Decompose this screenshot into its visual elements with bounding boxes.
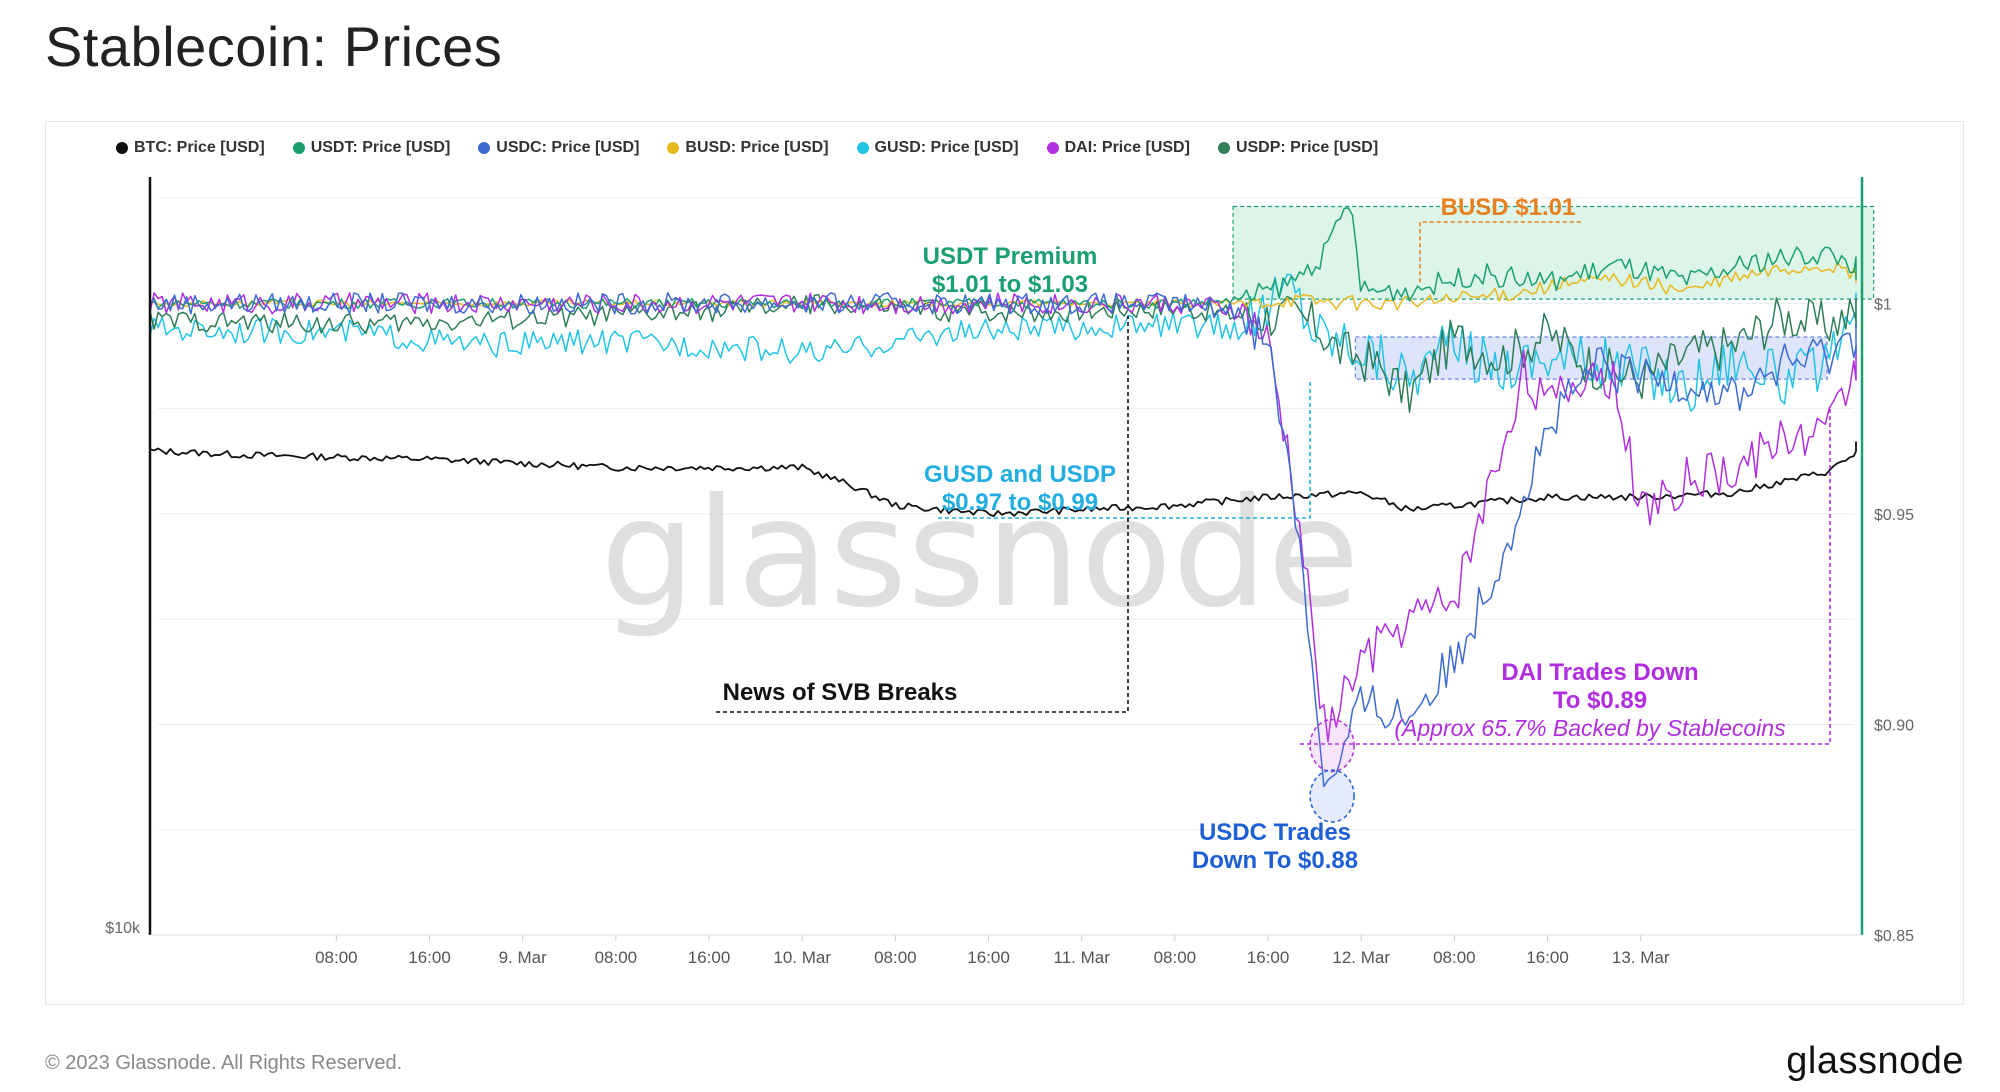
legend-marker [292,142,305,154]
x-tick-label: 16:00 [1247,948,1290,967]
annotations: USDT Premium$1.01 to $1.03 BUSD $1.01 GUSD… [716,194,1831,874]
dai-leader [1300,408,1831,745]
legend-label: BUSD: Price [USD] [685,139,829,156]
series-line [149,207,1857,310]
usdc-low-marker [1309,769,1355,823]
legend-marker [856,142,869,154]
y-right-tick-label: $1 [1874,296,1892,313]
legend-label: USDT: Price [USD] [310,139,451,156]
x-tick-label: 16:00 [408,948,451,967]
legend-item[interactable]: USDT: Price [USD] [292,139,451,157]
x-tick-label: 08:00 [595,948,638,967]
x-tick-label: 11. Mar [1054,948,1111,967]
legend-item[interactable]: USDC: Price [USD] [478,139,639,157]
legend-item[interactable]: GUSD: Price [USD] [856,139,1019,157]
x-tick-label: 16:00 [688,948,731,967]
y-right-tick-label: $0.85 [1874,928,1914,945]
annotation-gusd-usdp: GUSD and USDP [924,461,1116,488]
annotation-dai-note: (Approx 65.7% Backed by Stablecoins [1394,715,1786,741]
x-tick-label: 10. Mar [773,948,831,967]
legend-label: DAI: Price [USD] [1064,139,1190,156]
annotation-usdt-premium-range: $1.01 to $1.03 [932,271,1088,298]
brand-logo: glassnode [1786,1040,1964,1082]
annotation-busd: BUSD $1.01 [1441,194,1576,221]
x-tick-label: 12. Mar [1332,948,1390,967]
annotation-svb-news: News of SVB Breaks [723,679,958,706]
legend-marker [478,142,491,154]
legend-item[interactable]: USDP: Price [USD] [1217,139,1379,157]
chart-legend: BTC: Price [USD] USDT: Price [USD] USDC: P… [116,135,1378,161]
y-right-tick-label: $0.90 [1874,717,1914,734]
annotation-dai: DAI Trades Down [1501,659,1698,686]
legend-marker [1046,142,1059,154]
gusd-usdp-leader [938,379,1311,519]
series-line [149,292,1857,788]
x-tick-label: 13. Mar [1612,948,1670,967]
legend-item[interactable]: BUSD: Price [USD] [667,139,829,157]
annotation-usdc: USDC Trades [1199,819,1351,846]
axes: 08:00 16:00 9. Mar 08:00 16:00 10. Mar 08:00 16… [105,177,1914,967]
x-tick-label: 16:00 [1526,948,1569,967]
x-tick-label: 08:00 [874,948,917,967]
x-tick-label: 08:00 [1154,948,1197,967]
x-tick-label: 9. Mar [499,948,548,967]
busd-leader [1419,221,1582,283]
y-left-tick-label: $10k [105,920,141,937]
legend-label: USDP: Price [USD] [1235,139,1379,156]
legend-label: BTC: Price [USD] [134,139,265,156]
legend-marker [667,142,680,154]
series-line [149,441,1857,517]
legend-label: GUSD: Price [USD] [874,139,1019,156]
y-right-tick-label: $0.95 [1874,507,1914,524]
annotation-shades [1232,205,1875,380]
chart-frame [45,121,1964,1005]
annotation-dai-value: To $0.89 [1553,687,1647,714]
annotation-usdc-value: Down To $0.88 [1192,847,1358,874]
legend-item[interactable]: DAI: Price [USD] [1046,139,1190,157]
page-title: Stablecoin: Prices [45,15,503,78]
x-tick-label: 16:00 [967,948,1010,967]
annotation-usdt-premium: USDT Premium [923,243,1098,270]
legend-item[interactable]: BTC: Price [USD] [116,139,265,157]
legend-label: USDC: Price [USD] [496,139,640,156]
watermark: glassnode [600,467,1359,641]
copyright-footer: © 2023 Glassnode. All Rights Reserved. [45,1052,403,1074]
series-line [149,273,1857,412]
x-tick-label: 08:00 [315,948,358,967]
x-tick-label: 08:00 [1433,948,1476,967]
annotation-gusd-usdp-range: $0.97 to $0.99 [942,489,1098,516]
legend-marker [1217,142,1230,154]
dai-low-marker [1309,718,1355,773]
series-group [149,207,1857,788]
legend-marker [116,142,128,154]
